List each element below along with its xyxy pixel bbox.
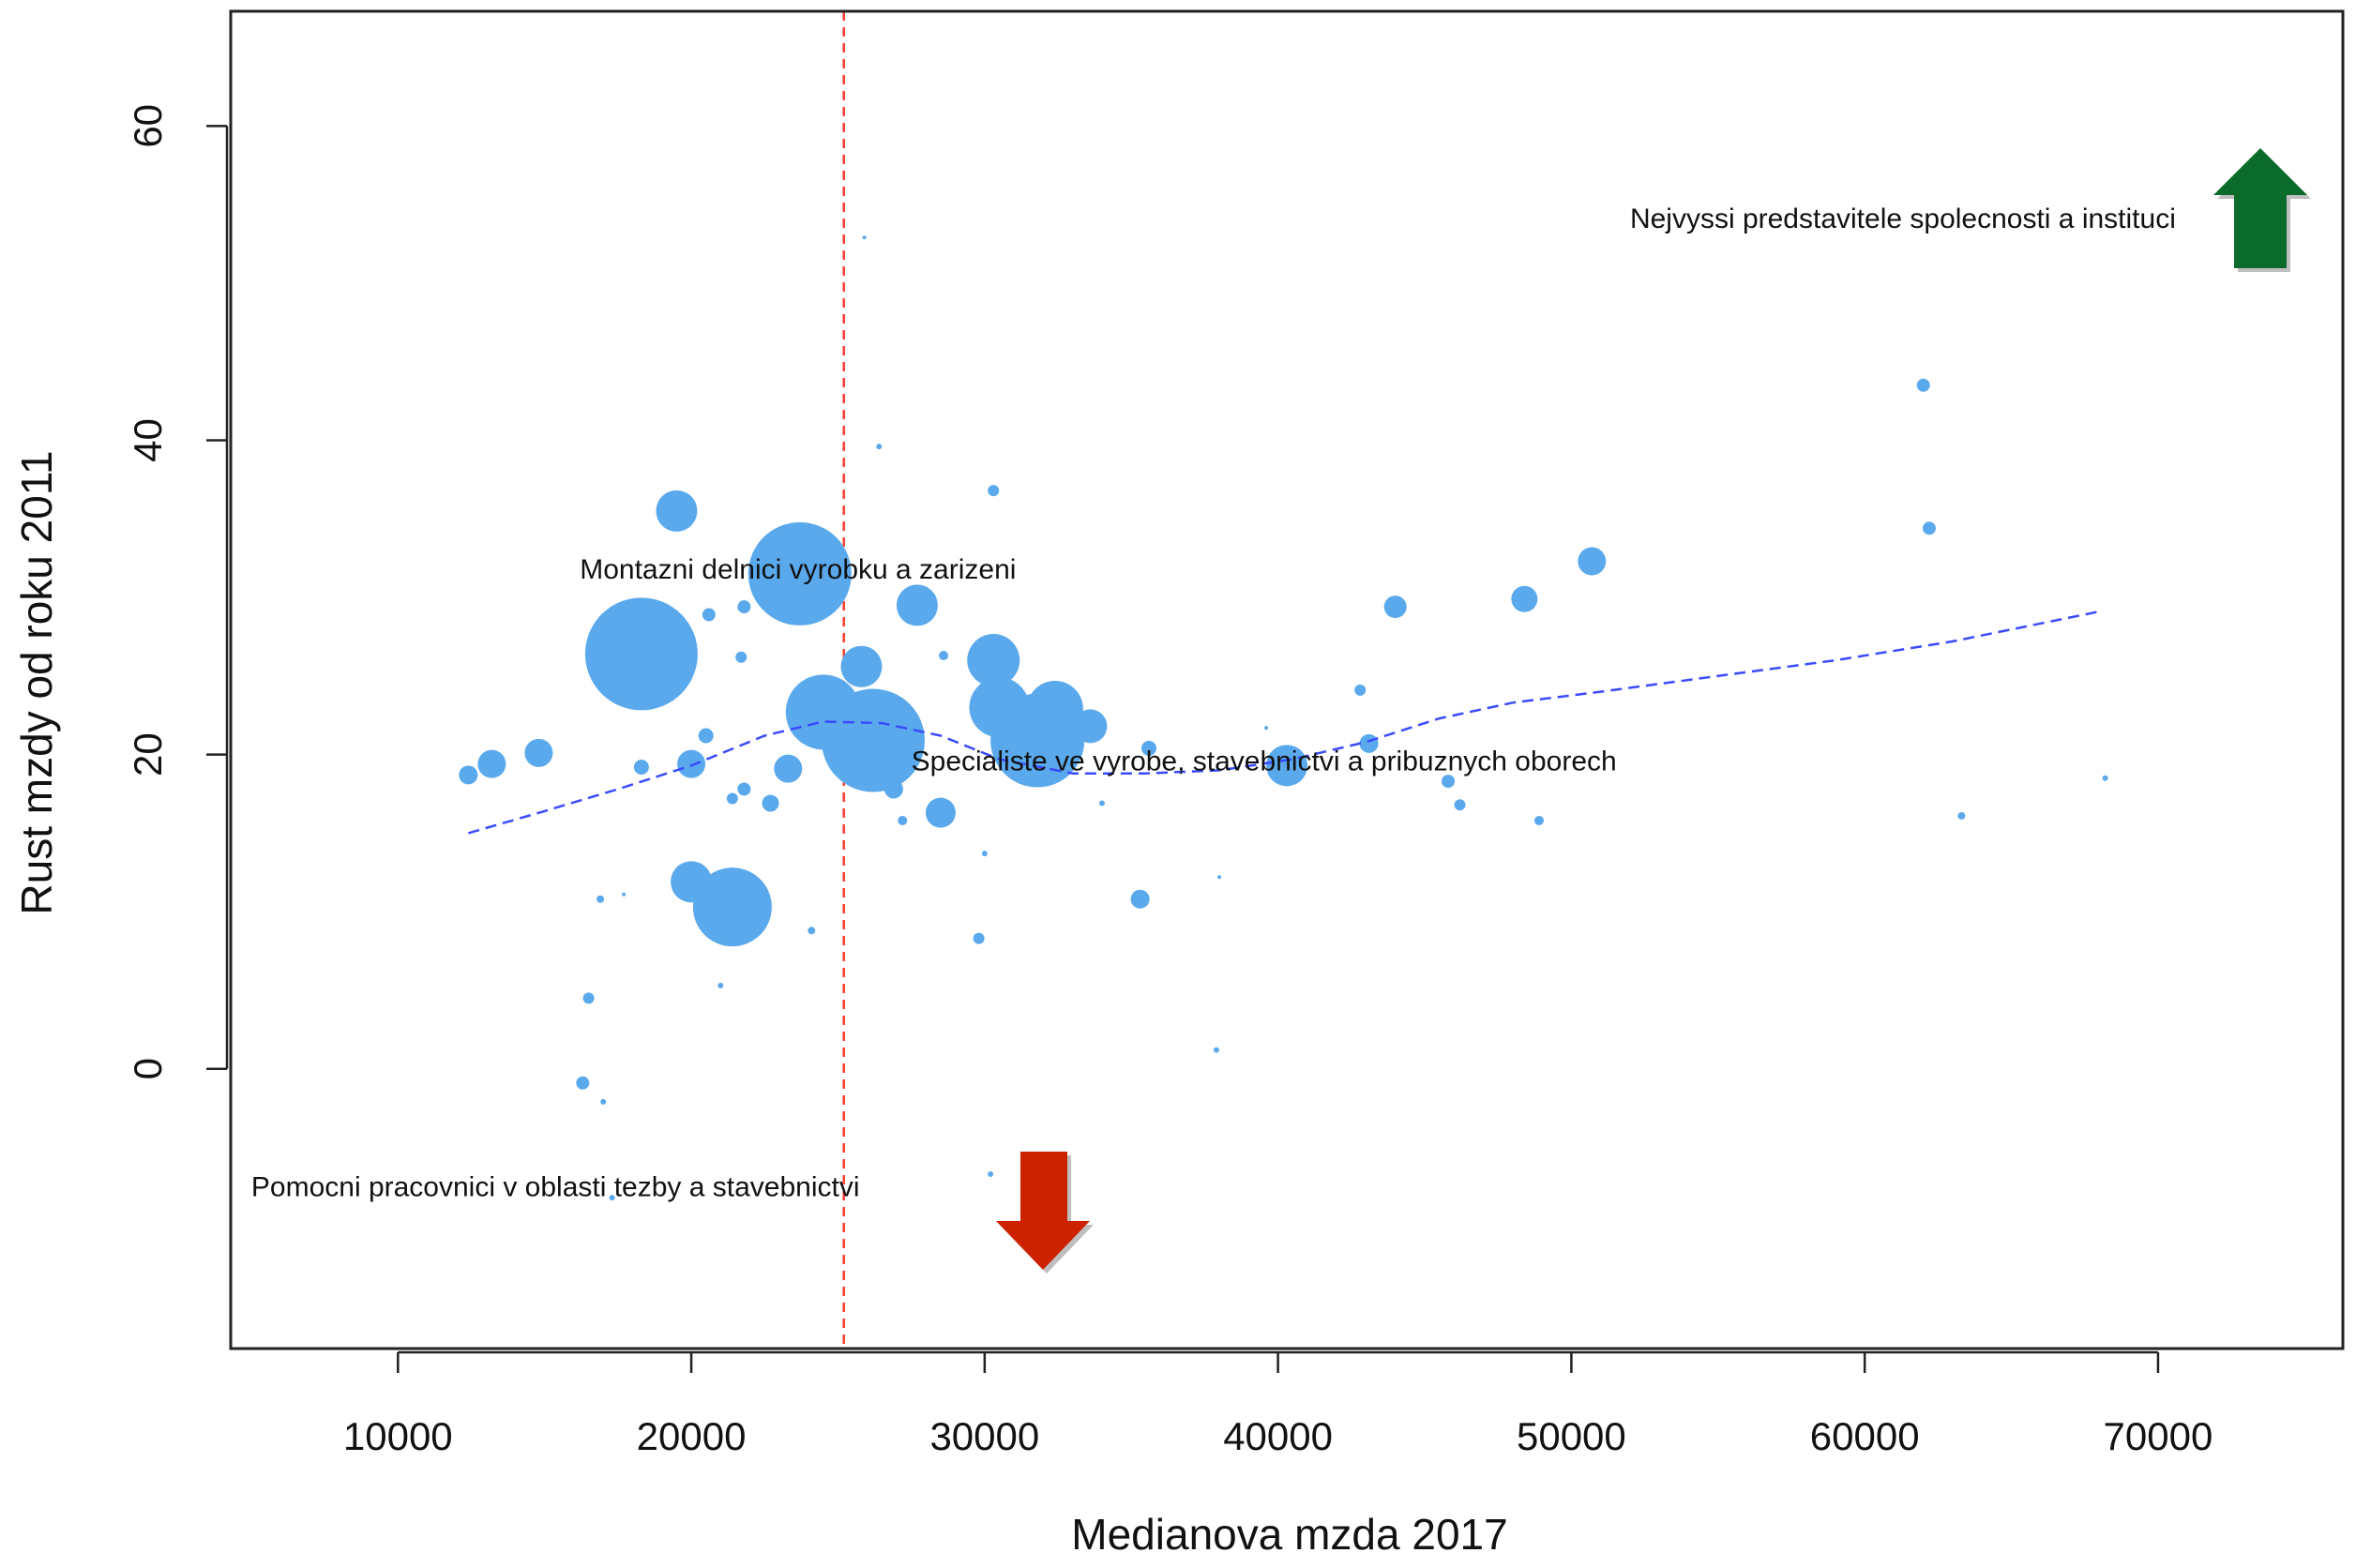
x-axis-title: Medianova mzda 2017 (1071, 1510, 1507, 1559)
data-point (698, 728, 714, 744)
data-point (1383, 596, 1407, 619)
data-point (1213, 1047, 1219, 1053)
data-point (633, 760, 649, 775)
data-point (896, 584, 938, 626)
data-point (622, 892, 627, 897)
data-point (459, 765, 478, 785)
data-point (2102, 775, 2108, 781)
up-arrow-icon (2213, 148, 2311, 272)
data-point (737, 782, 751, 796)
data-point (692, 867, 772, 947)
annotations: Montazni delnici vyrobku a zarizeni Speci… (251, 204, 2176, 1202)
data-point (1026, 681, 1083, 737)
y-tick-label: 40 (126, 418, 170, 462)
x-tick-label: 50000 (1517, 1414, 1626, 1458)
data-point (939, 651, 949, 661)
data-point (1217, 875, 1222, 880)
y-axis-title: Rust mzdy od roku 2011 (12, 450, 61, 914)
x-tick-label: 70000 (2104, 1414, 2213, 1458)
x-tick-label: 30000 (929, 1414, 1039, 1458)
data-point (677, 749, 706, 778)
data-point (876, 444, 883, 450)
data-point (1922, 521, 1936, 535)
x-tick-label: 20000 (637, 1414, 747, 1458)
data-point (1354, 684, 1367, 696)
data-point (737, 600, 751, 614)
data-point (524, 738, 553, 767)
data-point (862, 235, 867, 240)
annotation-label: Nejvyssi predstavitele spolecnosti a ins… (1630, 204, 2176, 234)
data-point (609, 1195, 615, 1201)
annotation-label: Montazni delnici vyrobku a zarizeni (580, 554, 1016, 585)
plot-area (459, 11, 2108, 1349)
data-point (1098, 800, 1105, 807)
down-arrow-icon (996, 1152, 1094, 1274)
data-point (1073, 709, 1108, 744)
annotation-label: Pomocni pracovnici v oblasti tezby a sta… (251, 1171, 860, 1202)
plot-frame (229, 9, 2345, 1350)
y-tick-label: 60 (126, 104, 170, 148)
data-point (1266, 745, 1307, 787)
data-point (762, 794, 779, 812)
data-point (597, 895, 605, 903)
x-axis: 10000 20000 30000 40000 50000 60000 70000 (343, 1350, 2213, 1458)
data-point (898, 815, 908, 825)
data-point (1511, 585, 1538, 612)
data-point (988, 1171, 994, 1177)
data-point (726, 792, 738, 805)
annotation-label: Specialiste ve vyrobe, stavebnictvi a pr… (912, 746, 1617, 776)
data-point (1454, 799, 1466, 811)
data-point (748, 521, 852, 626)
trend-line (468, 610, 2100, 835)
data-point (981, 851, 988, 857)
data-point (582, 992, 595, 1004)
data-point (1140, 740, 1156, 756)
data-point (600, 1098, 607, 1105)
data-point (1264, 726, 1269, 731)
data-point (717, 982, 724, 988)
data-point (671, 861, 713, 903)
data-point (1916, 378, 1930, 392)
data-point (702, 608, 716, 622)
y-tick-label: 20 (126, 732, 170, 776)
data-point (735, 651, 748, 663)
data-point (584, 597, 698, 711)
data-point (1442, 775, 1456, 789)
data-point (925, 797, 956, 828)
x-tick-label: 60000 (1810, 1414, 1920, 1458)
data-point (1578, 547, 1607, 576)
data-point (1957, 811, 1966, 820)
data-point (576, 1076, 590, 1090)
data-point (1130, 889, 1150, 909)
data-point (808, 927, 816, 935)
data-point (969, 677, 1030, 738)
x-tick-label: 40000 (1223, 1414, 1333, 1458)
data-point (988, 485, 1000, 497)
data-point (477, 749, 506, 778)
y-tick-label: 0 (126, 1058, 170, 1079)
data-point (785, 674, 861, 750)
data-point (973, 932, 985, 944)
data-point (967, 634, 1020, 687)
data-point (774, 754, 803, 783)
data-point (656, 490, 698, 532)
data-point (1533, 815, 1544, 825)
y-axis: 0 20 40 60 (126, 104, 229, 1079)
x-tick-label: 10000 (343, 1414, 453, 1458)
data-point (884, 779, 903, 799)
data-point (840, 645, 883, 687)
